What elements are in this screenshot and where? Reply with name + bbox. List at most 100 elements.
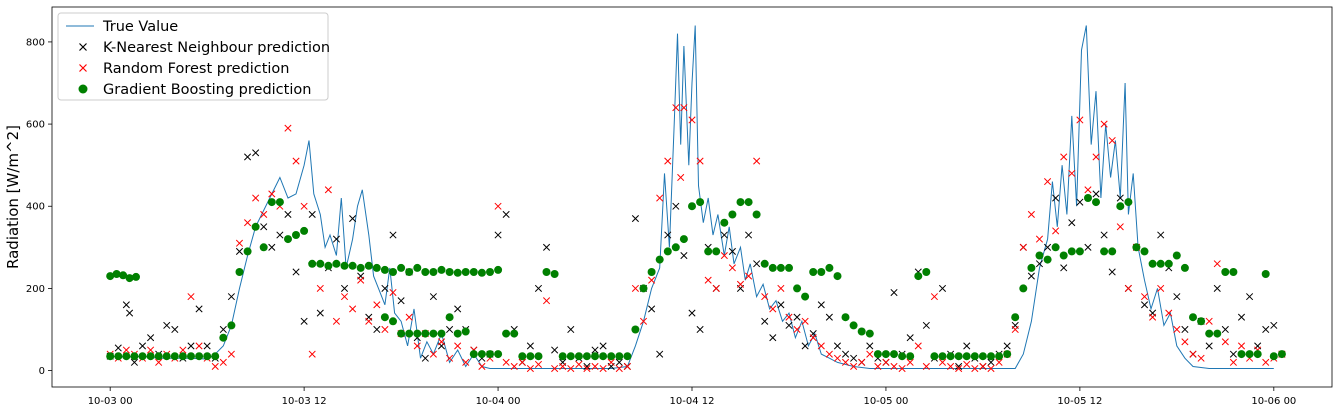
series-3-point <box>211 352 220 361</box>
series-3-point <box>112 270 121 278</box>
series-2-point <box>995 358 1003 366</box>
series-2-point <box>1076 116 1084 124</box>
series-3-point <box>1140 247 1149 256</box>
legend-handle-dot <box>78 84 88 94</box>
series-1-point <box>866 342 874 350</box>
series-3-point <box>849 321 858 330</box>
series-1-point <box>656 350 664 358</box>
series-3-point <box>550 270 559 278</box>
series-2-point <box>252 194 260 202</box>
series-2-point <box>332 317 340 325</box>
series-1-point <box>664 231 672 239</box>
series-3-point <box>324 261 333 270</box>
series-3-point <box>1019 284 1028 293</box>
series-3-point <box>793 284 802 293</box>
series-3-point <box>292 231 300 239</box>
series-3-point <box>728 210 737 219</box>
series-1-point <box>1044 243 1052 251</box>
series-2-point <box>1237 342 1246 350</box>
series-2-point <box>1084 186 1092 194</box>
series-3-point <box>987 352 995 361</box>
series-3-point <box>477 268 486 277</box>
series-3-point <box>704 247 713 256</box>
series-2-point <box>623 362 631 371</box>
series-1-point <box>1068 219 1076 227</box>
series-2-point <box>155 358 163 366</box>
series-3-point <box>841 313 850 322</box>
series-2-point <box>551 364 559 373</box>
series-3-point <box>405 329 414 338</box>
series-2-point <box>728 264 736 272</box>
series-3-point <box>1116 202 1125 211</box>
series-2-point <box>825 350 833 358</box>
series-3-point <box>486 268 494 276</box>
series-2-point <box>680 104 688 112</box>
series-1-point <box>1060 264 1068 272</box>
series-1-point <box>316 309 324 317</box>
series-1-point <box>1213 284 1221 292</box>
series-3-point <box>647 268 656 276</box>
series-2-point <box>664 157 672 165</box>
series-2-point <box>769 305 777 313</box>
series-2-point <box>526 364 534 373</box>
series-1-point <box>494 231 502 239</box>
series-2-point <box>833 354 842 362</box>
series-2-point <box>890 362 898 371</box>
series-3-point <box>1027 263 1036 272</box>
series-3-point <box>663 247 672 256</box>
series-1-point <box>1157 231 1165 239</box>
series-2-point <box>1165 309 1173 317</box>
series-2-point <box>841 358 850 366</box>
series-2-point <box>955 364 963 373</box>
series-1-point <box>1246 293 1254 301</box>
series-2-point <box>866 350 874 358</box>
series-3-point <box>607 352 616 361</box>
series-3-point <box>259 243 268 252</box>
series-1-point <box>696 325 704 334</box>
series-2-point <box>179 346 187 354</box>
series-3-point <box>114 352 123 361</box>
series-2-point <box>1140 293 1149 301</box>
series-3-point <box>962 352 971 361</box>
series-3-point <box>1164 259 1173 268</box>
series-1-point <box>955 362 963 371</box>
series-3-point <box>389 268 397 276</box>
series-1-point <box>785 321 793 329</box>
series-3-point <box>170 352 179 361</box>
series-1-point <box>599 342 607 350</box>
series-3-point <box>995 352 1004 361</box>
series-2-point <box>745 272 753 280</box>
series-2-point <box>542 297 551 305</box>
series-1-point <box>389 231 397 239</box>
series-2-point <box>1221 338 1229 346</box>
series-1-point <box>615 358 623 366</box>
series-3-point <box>453 268 462 277</box>
series-2-point <box>712 284 720 292</box>
series-2-point <box>1116 223 1124 231</box>
series-1-point <box>841 350 850 358</box>
series-1-point <box>1027 272 1035 280</box>
series-2-point <box>502 358 510 366</box>
series-1-point <box>769 334 777 342</box>
series-2-point <box>1205 317 1213 325</box>
series-1-point <box>890 288 898 297</box>
series-3-point <box>469 268 478 276</box>
series-2-point <box>1173 325 1181 334</box>
series-3-point <box>138 352 147 361</box>
series-3-point <box>954 352 963 361</box>
series-3-point <box>380 265 389 274</box>
series-3-point <box>316 259 325 268</box>
series-2-point <box>437 338 446 346</box>
series-1-point <box>260 223 268 231</box>
series-2-point <box>785 313 793 321</box>
series-3-point <box>178 352 187 361</box>
series-2-point <box>357 276 365 284</box>
series-2-point <box>187 293 195 301</box>
series-2-point <box>494 202 502 210</box>
series-3-point <box>526 352 535 361</box>
x-tick-label: 10-03 12 <box>282 396 327 407</box>
series-2-point <box>761 293 769 301</box>
series-3-point <box>890 350 898 359</box>
series-1-point <box>1229 350 1237 358</box>
